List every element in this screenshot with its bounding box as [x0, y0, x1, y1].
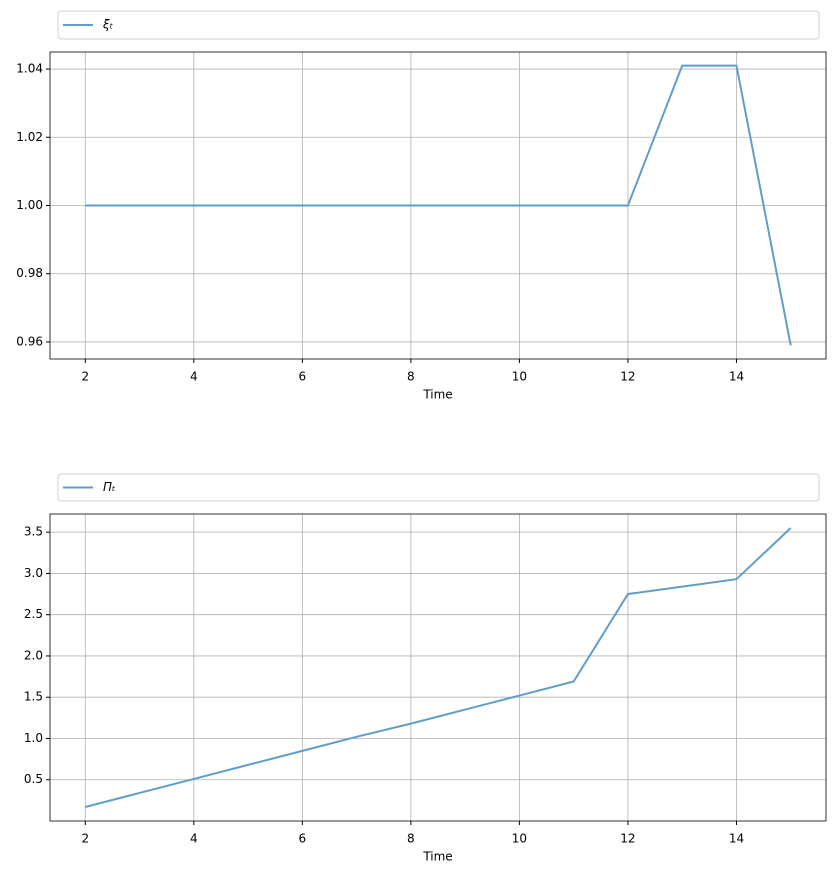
x-tick-label: 10 — [512, 832, 527, 846]
data-line — [85, 527, 792, 808]
plot-frame — [49, 51, 827, 360]
legend-label: Πₜ — [103, 480, 116, 494]
x-tick-label: 8 — [407, 370, 415, 384]
x-tick-label: 2 — [81, 370, 89, 384]
x-tick-label: 4 — [190, 370, 198, 384]
y-tick-label: 1.02 — [16, 130, 43, 144]
y-tick-label: 1.0 — [24, 731, 43, 745]
x-tick-label: 12 — [620, 832, 635, 846]
legend-label: ξₜ — [102, 18, 114, 32]
x-tick-label: 6 — [299, 832, 307, 846]
x-tick-label: 6 — [299, 370, 307, 384]
y-tick-label: 0.5 — [24, 772, 43, 786]
y-tick-label: 2.0 — [24, 648, 43, 662]
y-tick-label: 0.96 — [16, 334, 43, 348]
y-tick-label: 3.0 — [24, 566, 43, 580]
plot-frame — [49, 513, 827, 822]
y-tick-label: 1.00 — [16, 198, 43, 212]
data-line — [85, 64, 792, 346]
y-tick-label: 1.04 — [16, 62, 43, 76]
legend-box — [57, 473, 820, 502]
x-tick-label: 4 — [190, 832, 198, 846]
legend-box — [57, 10, 820, 40]
x-tick-label: 10 — [512, 370, 527, 384]
x-axis-label: Time — [422, 388, 452, 402]
y-tick-label: 2.5 — [24, 607, 43, 621]
x-tick-label: 12 — [620, 370, 635, 384]
y-tick-label: 1.5 — [24, 690, 43, 704]
x-tick-label: 14 — [729, 832, 744, 846]
x-axis-label: Time — [422, 850, 452, 864]
x-tick-label: 2 — [81, 832, 89, 846]
y-tick-label: 3.5 — [24, 525, 43, 539]
x-tick-label: 8 — [407, 832, 415, 846]
y-tick-label: 0.98 — [16, 266, 43, 280]
x-tick-label: 14 — [729, 370, 744, 384]
